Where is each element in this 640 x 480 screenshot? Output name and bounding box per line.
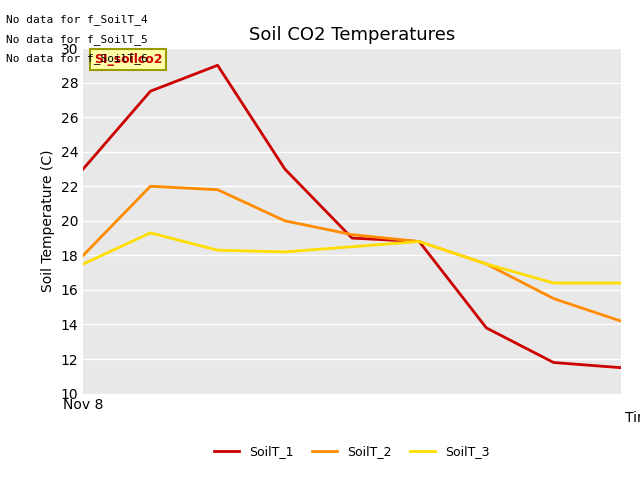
SoilT_3 — [415, 239, 423, 244]
SoilT_2 — [483, 261, 490, 267]
SoilT_2 — [214, 187, 221, 192]
Text: SI_soilco2: SI_soilco2 — [94, 53, 163, 66]
Text: No data for f_SoilT_5: No data for f_SoilT_5 — [6, 34, 148, 45]
SoilT_2 — [550, 296, 557, 301]
SoilT_1 — [550, 360, 557, 365]
SoilT_3 — [79, 261, 87, 267]
Legend: SoilT_1, SoilT_2, SoilT_3: SoilT_1, SoilT_2, SoilT_3 — [209, 440, 495, 463]
SoilT_1 — [214, 62, 221, 68]
SoilT_3 — [281, 249, 289, 255]
SoilT_2 — [617, 318, 625, 324]
SoilT_1 — [415, 239, 423, 244]
SoilT_2 — [147, 183, 154, 189]
SoilT_2 — [281, 218, 289, 224]
SoilT_3 — [483, 261, 490, 267]
SoilT_2 — [79, 252, 87, 258]
Title: Soil CO2 Temperatures: Soil CO2 Temperatures — [249, 25, 455, 44]
SoilT_1 — [281, 166, 289, 172]
Y-axis label: Soil Temperature (C): Soil Temperature (C) — [41, 150, 55, 292]
SoilT_3 — [617, 280, 625, 286]
SoilT_1 — [348, 235, 356, 241]
SoilT_3 — [348, 244, 356, 250]
X-axis label: Time: Time — [625, 411, 640, 425]
SoilT_1 — [483, 325, 490, 331]
Text: No data for f_SoilT_4: No data for f_SoilT_4 — [6, 14, 148, 25]
SoilT_2 — [415, 239, 423, 244]
Text: No data for f_SoilT_6: No data for f_SoilT_6 — [6, 53, 148, 64]
SoilT_3 — [214, 247, 221, 253]
SoilT_3 — [147, 230, 154, 236]
Line: SoilT_2: SoilT_2 — [83, 186, 621, 321]
Line: SoilT_3: SoilT_3 — [83, 233, 621, 283]
SoilT_1 — [617, 365, 625, 371]
SoilT_1 — [79, 166, 87, 172]
SoilT_3 — [550, 280, 557, 286]
Line: SoilT_1: SoilT_1 — [83, 65, 621, 368]
SoilT_2 — [348, 232, 356, 238]
SoilT_1 — [147, 88, 154, 94]
